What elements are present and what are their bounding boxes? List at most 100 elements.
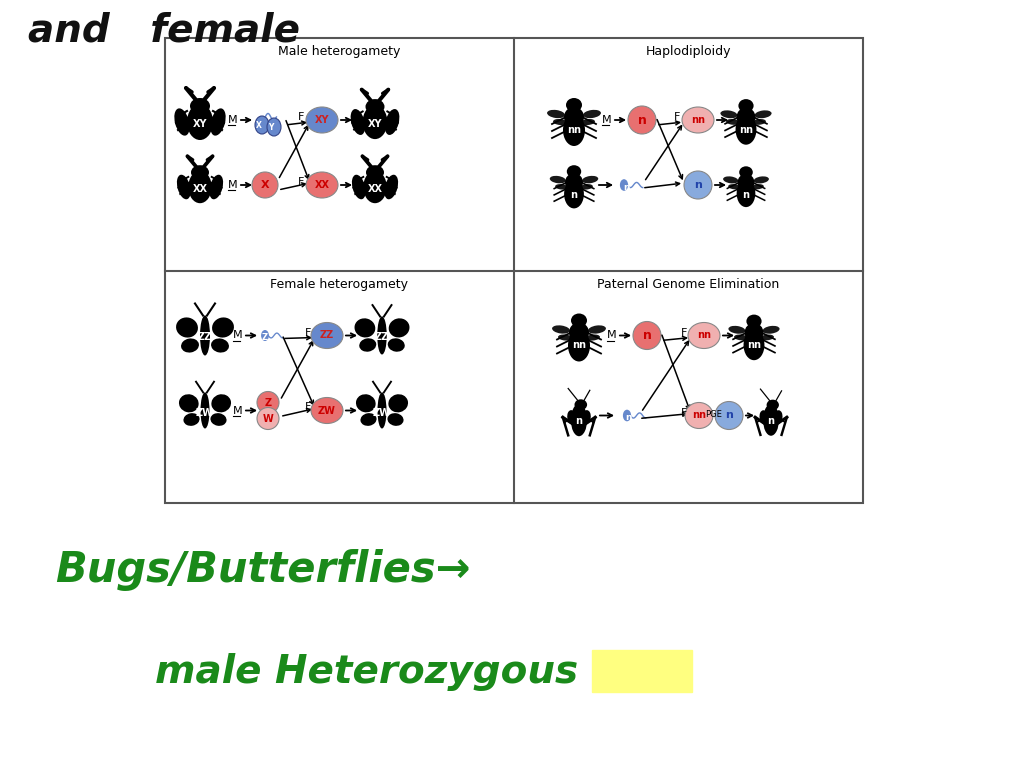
Ellipse shape	[360, 413, 377, 426]
Ellipse shape	[583, 176, 598, 184]
Ellipse shape	[387, 413, 403, 426]
Ellipse shape	[177, 175, 190, 199]
Ellipse shape	[183, 413, 200, 426]
Text: XY: XY	[314, 115, 330, 125]
Text: Bugs/Butterflies→: Bugs/Butterflies→	[55, 549, 470, 591]
Ellipse shape	[583, 110, 601, 118]
Ellipse shape	[553, 119, 567, 125]
Text: n: n	[623, 184, 630, 193]
Ellipse shape	[362, 105, 387, 139]
Text: ZZ: ZZ	[375, 333, 389, 343]
Ellipse shape	[364, 170, 387, 204]
Ellipse shape	[311, 323, 343, 349]
Ellipse shape	[388, 394, 408, 412]
Ellipse shape	[586, 334, 600, 340]
Text: nn: nn	[572, 340, 586, 350]
Ellipse shape	[633, 322, 662, 349]
Text: n: n	[570, 190, 578, 200]
Ellipse shape	[737, 174, 755, 191]
Ellipse shape	[174, 108, 189, 136]
Ellipse shape	[389, 318, 410, 337]
Ellipse shape	[211, 339, 229, 353]
Text: Haplodiploidy: Haplodiploidy	[646, 45, 731, 58]
Ellipse shape	[188, 170, 212, 204]
Text: M: M	[602, 115, 611, 125]
Ellipse shape	[209, 175, 223, 199]
Text: XX: XX	[193, 184, 208, 194]
Ellipse shape	[366, 165, 384, 180]
Ellipse shape	[728, 326, 745, 334]
Text: F: F	[298, 112, 304, 122]
Text: F: F	[681, 408, 687, 418]
Ellipse shape	[267, 118, 281, 136]
Ellipse shape	[359, 338, 376, 352]
Ellipse shape	[746, 315, 762, 328]
Ellipse shape	[257, 408, 279, 429]
Ellipse shape	[574, 399, 587, 410]
Ellipse shape	[566, 98, 582, 112]
Ellipse shape	[688, 323, 720, 349]
Ellipse shape	[565, 174, 583, 191]
Text: X: X	[261, 180, 269, 190]
Ellipse shape	[723, 177, 738, 184]
Ellipse shape	[588, 326, 606, 333]
Ellipse shape	[753, 119, 766, 124]
Ellipse shape	[567, 410, 577, 425]
Ellipse shape	[628, 106, 656, 134]
Text: ZZ: ZZ	[319, 330, 334, 340]
Ellipse shape	[743, 329, 765, 360]
Bar	[165, 38, 863, 503]
Ellipse shape	[366, 99, 384, 114]
Ellipse shape	[558, 334, 572, 340]
Text: F: F	[298, 177, 304, 187]
Ellipse shape	[252, 172, 278, 198]
Text: nn: nn	[692, 411, 706, 421]
Ellipse shape	[563, 114, 585, 146]
Ellipse shape	[210, 108, 225, 136]
Ellipse shape	[306, 107, 338, 133]
Ellipse shape	[736, 108, 756, 127]
Text: XX: XX	[314, 180, 330, 190]
Text: Z: Z	[264, 398, 271, 408]
Ellipse shape	[552, 326, 570, 333]
Text: Y: Y	[268, 123, 273, 131]
Ellipse shape	[257, 392, 279, 413]
Ellipse shape	[212, 317, 233, 338]
Text: ZW: ZW	[196, 408, 214, 418]
Ellipse shape	[262, 331, 268, 340]
Text: M: M	[233, 330, 243, 340]
Ellipse shape	[721, 111, 737, 118]
Text: M: M	[233, 406, 243, 415]
Text: PGE: PGE	[706, 410, 723, 419]
Ellipse shape	[191, 165, 209, 180]
Text: nn: nn	[691, 115, 705, 125]
Ellipse shape	[311, 398, 343, 423]
Text: XX: XX	[368, 184, 383, 194]
Text: n: n	[742, 190, 750, 200]
Text: X: X	[256, 121, 262, 130]
Ellipse shape	[763, 404, 779, 435]
Ellipse shape	[581, 184, 593, 190]
Ellipse shape	[728, 184, 740, 189]
Ellipse shape	[685, 402, 713, 429]
Text: n: n	[638, 114, 646, 127]
Ellipse shape	[715, 402, 743, 429]
Ellipse shape	[378, 392, 386, 429]
Ellipse shape	[211, 394, 231, 412]
Ellipse shape	[735, 114, 757, 144]
Ellipse shape	[181, 339, 199, 353]
Ellipse shape	[684, 171, 712, 199]
Text: nn: nn	[746, 340, 761, 350]
Text: Z: Z	[262, 333, 268, 342]
Ellipse shape	[571, 404, 587, 436]
Text: F: F	[305, 327, 311, 337]
Text: n: n	[768, 415, 774, 425]
Ellipse shape	[350, 109, 366, 135]
Text: M: M	[228, 180, 238, 190]
Ellipse shape	[568, 329, 590, 362]
Text: and   female: and female	[28, 11, 300, 49]
Text: Paternal Genome Elimination: Paternal Genome Elimination	[597, 278, 779, 291]
Text: XY: XY	[193, 119, 207, 129]
Text: ZW: ZW	[373, 408, 391, 418]
Ellipse shape	[767, 399, 779, 410]
